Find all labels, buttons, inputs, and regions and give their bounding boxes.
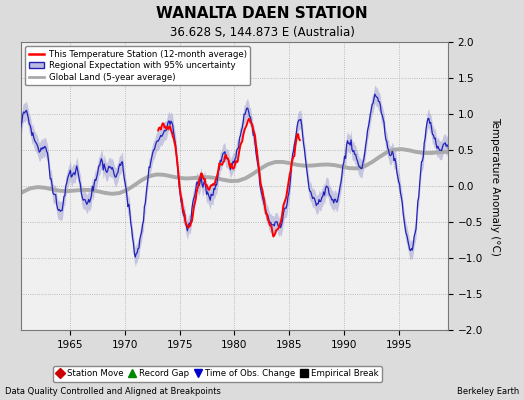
Text: 36.628 S, 144.873 E (Australia): 36.628 S, 144.873 E (Australia) (170, 26, 354, 39)
Text: WANALTA DAEN STATION: WANALTA DAEN STATION (156, 6, 368, 21)
Text: Berkeley Earth: Berkeley Earth (456, 387, 519, 396)
Legend: Station Move, Record Gap, Time of Obs. Change, Empirical Break: Station Move, Record Gap, Time of Obs. C… (53, 366, 381, 382)
Y-axis label: Temperature Anomaly (°C): Temperature Anomaly (°C) (490, 116, 500, 256)
Text: Data Quality Controlled and Aligned at Breakpoints: Data Quality Controlled and Aligned at B… (5, 387, 221, 396)
